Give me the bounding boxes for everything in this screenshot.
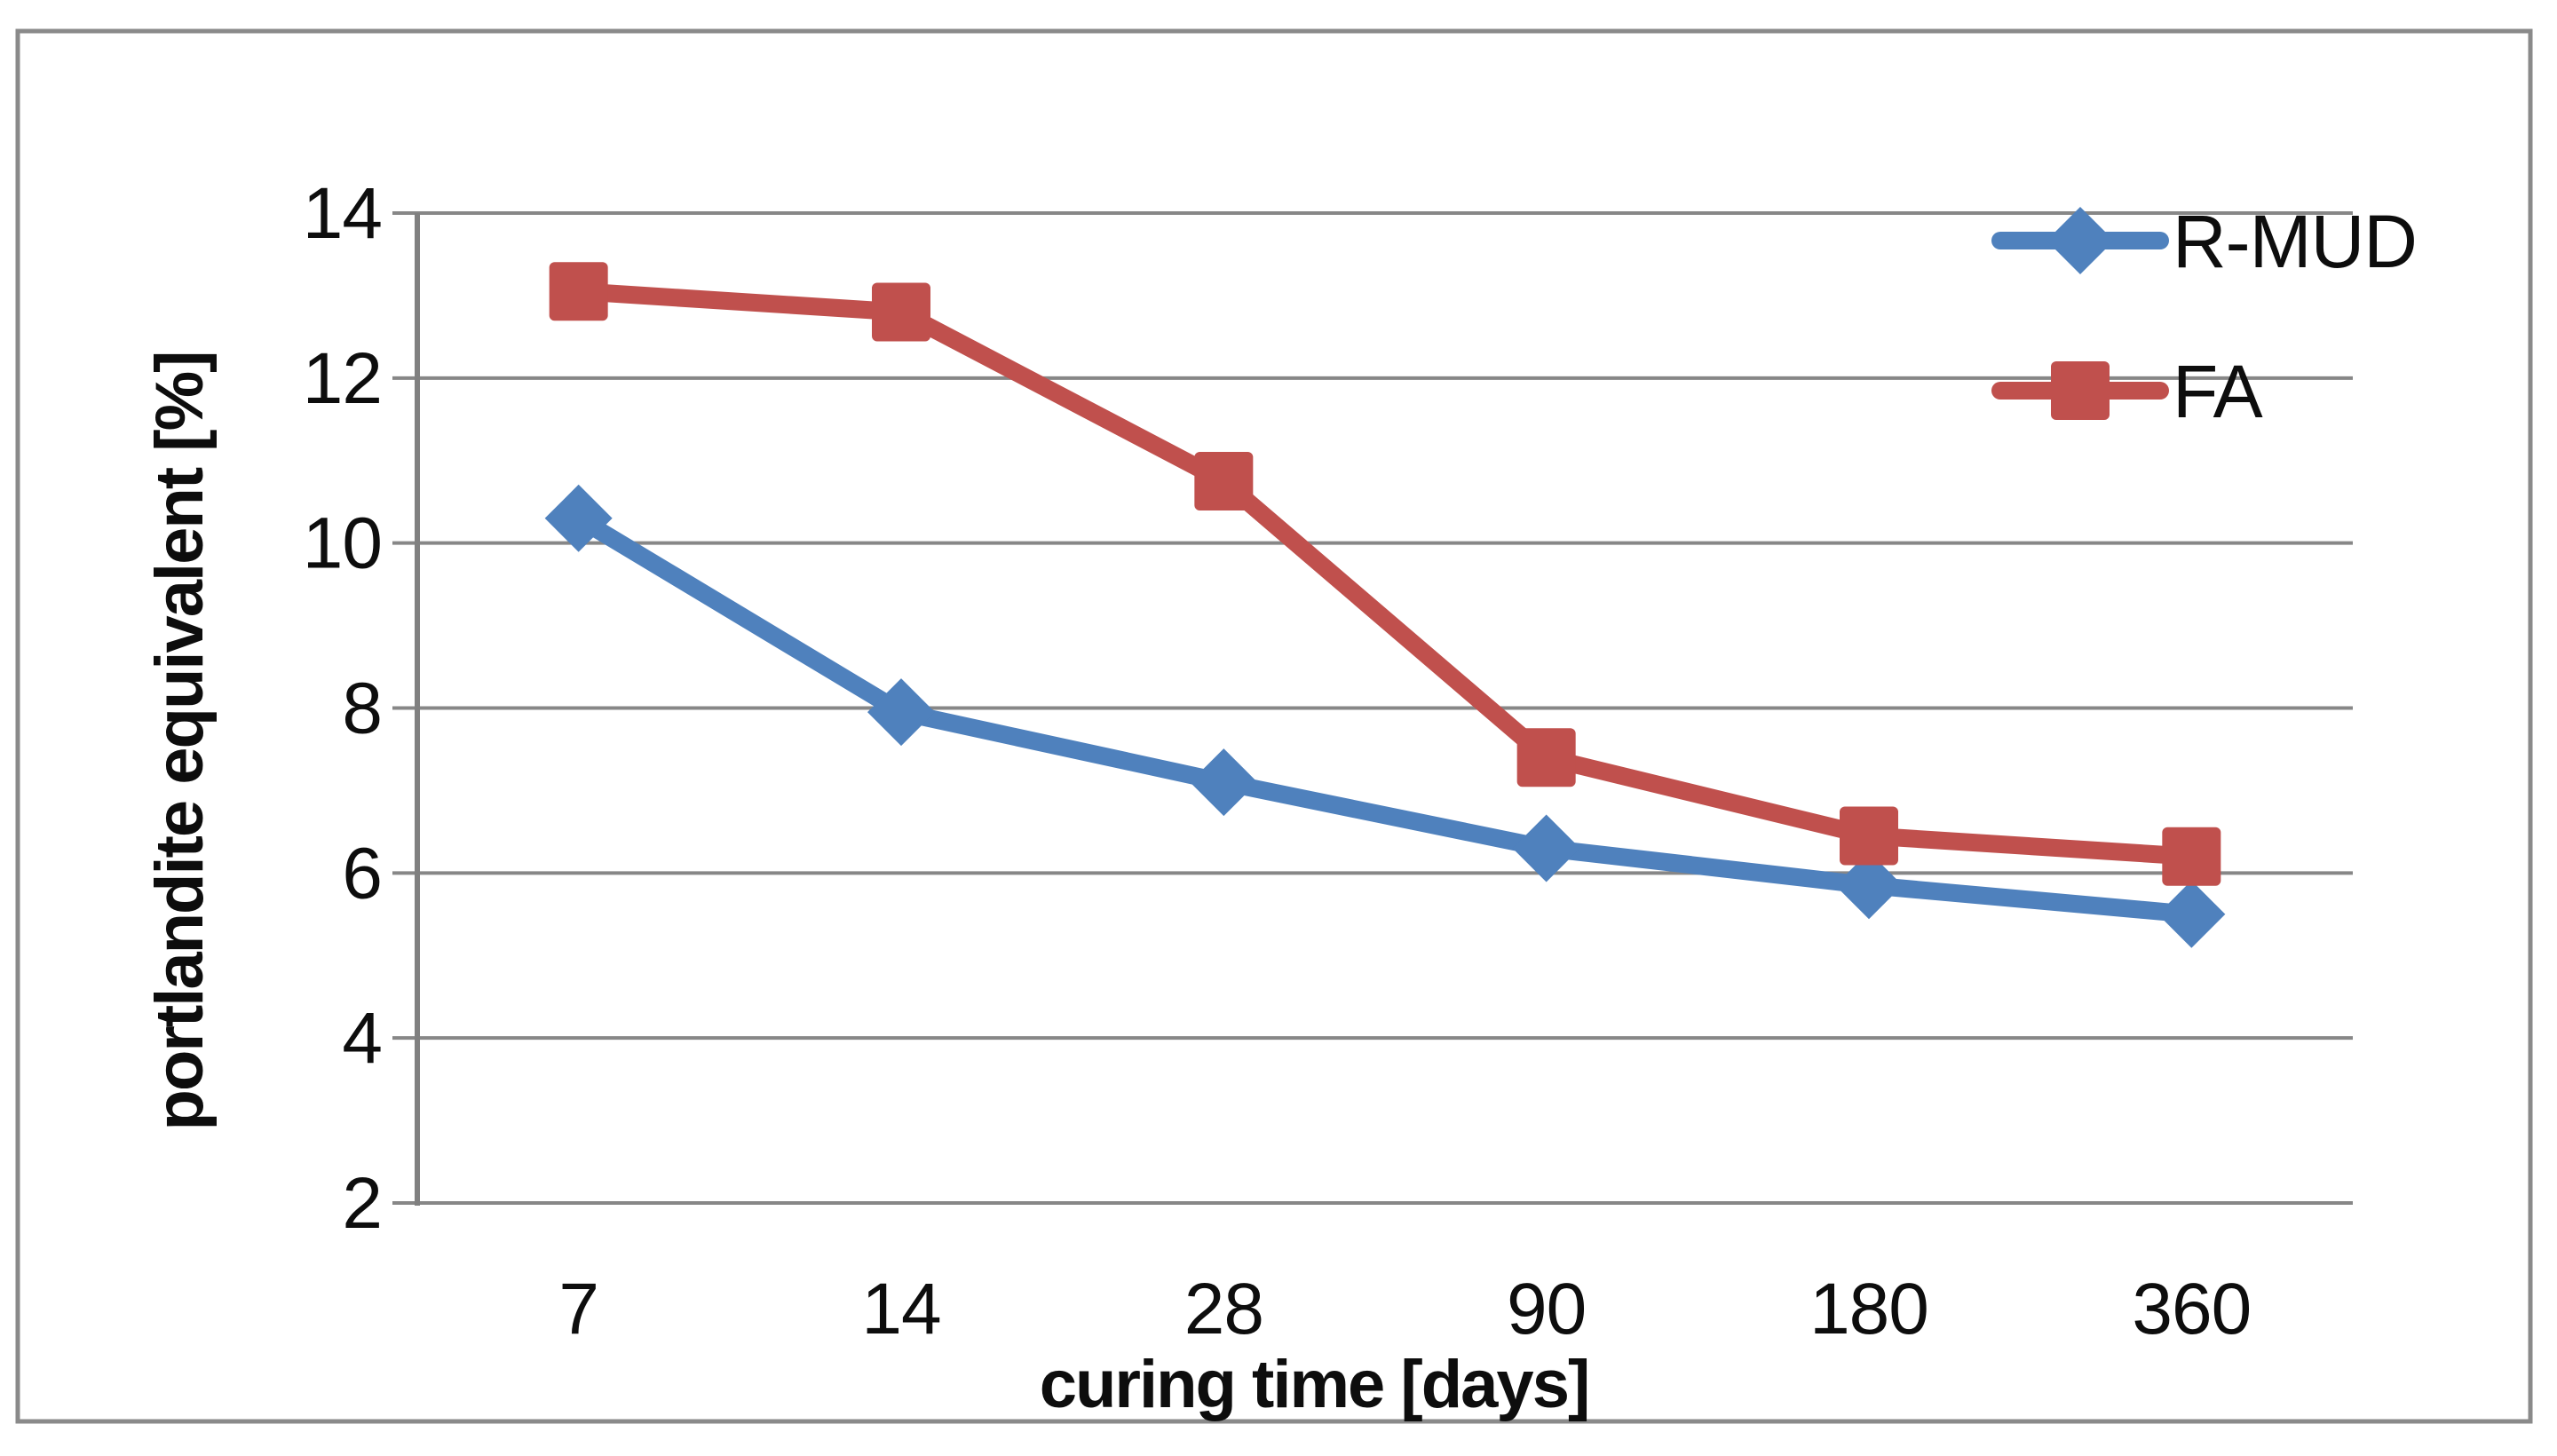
y-tick-label: 14 bbox=[303, 173, 382, 254]
series-fa bbox=[549, 262, 2221, 886]
x-tick-label: 14 bbox=[861, 1269, 940, 1349]
series-line-fa bbox=[569, 282, 2201, 866]
legend-item-fa: FA bbox=[1991, 350, 2264, 433]
y-tick-label: 12 bbox=[303, 338, 382, 419]
x-tick-label: 7 bbox=[558, 1269, 598, 1349]
series-marker-r-mud bbox=[867, 678, 935, 747]
series-marker-fa bbox=[872, 282, 930, 342]
x-tick-label: 360 bbox=[2132, 1269, 2251, 1349]
x-tick-labels: 7 14 28 90 180 360 bbox=[558, 1269, 2252, 1349]
series-marker-r-mud bbox=[1512, 814, 1580, 882]
y-tick-label: 6 bbox=[342, 833, 382, 914]
y-tick-label: 10 bbox=[303, 503, 382, 584]
series-plot bbox=[544, 262, 2226, 948]
series-marker-fa bbox=[549, 262, 608, 321]
series-marker-r-mud bbox=[1835, 851, 1903, 920]
legend-marker-square-icon bbox=[2051, 361, 2110, 420]
x-axis-title: curing time [days] bbox=[1040, 1347, 1589, 1422]
series-marker-r-mud bbox=[1190, 748, 1258, 817]
gridlines bbox=[392, 211, 2353, 1205]
series-r-mud bbox=[544, 484, 2226, 948]
series-marker-r-mud bbox=[544, 484, 613, 552]
legend-item-r-mud: R-MUD bbox=[1991, 200, 2418, 283]
y-axis-title: portlandite equivalent [%] bbox=[142, 352, 218, 1131]
legend-label: FA bbox=[2173, 350, 2263, 433]
figure-border bbox=[15, 28, 2533, 1424]
series-marker-r-mud bbox=[2157, 880, 2226, 948]
y-tick-label: 2 bbox=[342, 1163, 382, 1244]
x-tick-label: 90 bbox=[1507, 1269, 1586, 1349]
x-tick-label: 180 bbox=[1809, 1269, 1928, 1349]
series-marker-fa bbox=[1840, 806, 1898, 866]
y-tick-labels: 14 12 10 8 6 4 2 bbox=[303, 173, 383, 1244]
y-tick-label: 8 bbox=[342, 669, 382, 749]
series-marker-fa bbox=[1194, 451, 1254, 510]
series-marker-fa bbox=[1516, 728, 1576, 787]
x-tick-label: 28 bbox=[1184, 1269, 1263, 1349]
y-tick-label: 4 bbox=[342, 998, 382, 1079]
series-line-r-mud bbox=[569, 509, 2201, 923]
legend-marker-diamond-icon bbox=[2046, 207, 2114, 274]
series-marker-fa bbox=[2162, 827, 2221, 886]
legend-label: R-MUD bbox=[2173, 200, 2417, 283]
legend: R-MUD FA bbox=[1991, 200, 2418, 433]
